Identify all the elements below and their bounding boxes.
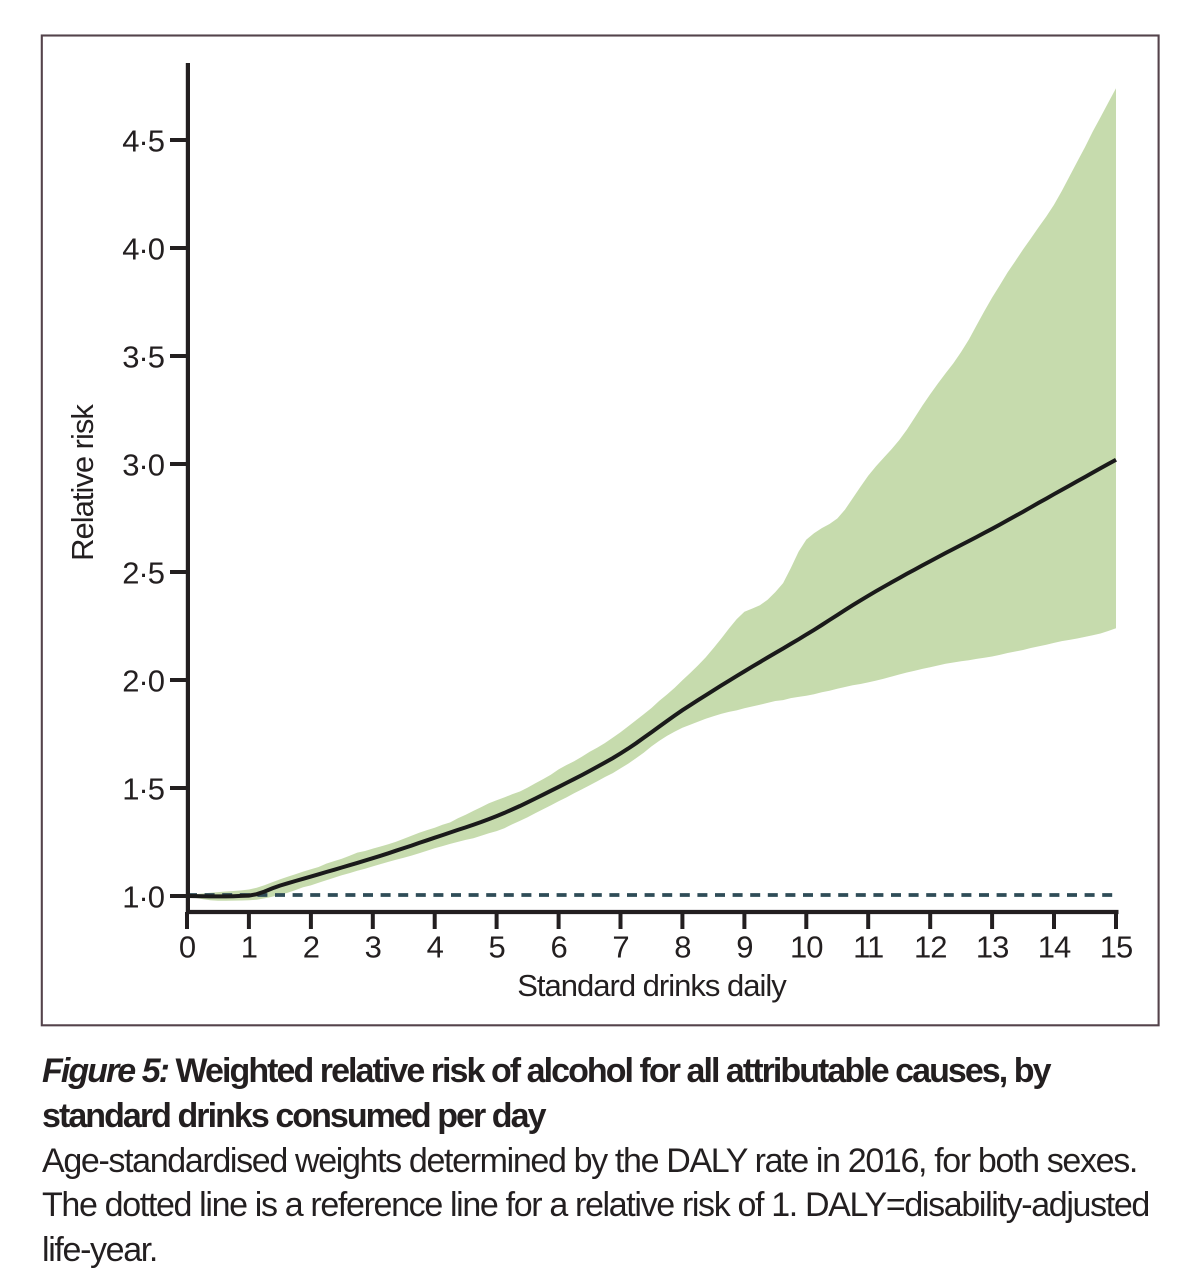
svg-text:Relative risk: Relative risk [65, 404, 100, 561]
svg-text:15: 15 [1100, 930, 1132, 965]
svg-text:5: 5 [488, 930, 504, 965]
svg-text:2·0: 2·0 [122, 664, 165, 699]
svg-text:14: 14 [1038, 930, 1071, 965]
svg-text:6: 6 [550, 930, 566, 965]
svg-text:8: 8 [674, 930, 690, 965]
svg-text:1: 1 [241, 930, 257, 965]
svg-text:0: 0 [179, 930, 196, 965]
svg-text:1·0: 1·0 [122, 880, 165, 915]
svg-text:7: 7 [612, 930, 628, 965]
svg-text:4·5: 4·5 [122, 124, 164, 159]
svg-text:3·0: 3·0 [122, 448, 165, 483]
svg-text:3: 3 [365, 930, 381, 965]
svg-text:3·5: 3·5 [122, 340, 164, 375]
svg-text:2·5: 2·5 [122, 556, 164, 591]
svg-text:12: 12 [914, 930, 946, 965]
svg-text:4: 4 [427, 930, 444, 965]
svg-text:2: 2 [303, 930, 319, 965]
svg-text:4·0: 4·0 [122, 232, 165, 267]
svg-text:11: 11 [853, 930, 883, 965]
svg-text:10: 10 [790, 930, 823, 965]
svg-text:13: 13 [976, 930, 1008, 965]
svg-text:1·5: 1·5 [122, 772, 164, 807]
svg-text:Standard drinks daily: Standard drinks daily [517, 968, 787, 1003]
svg-text:9: 9 [736, 930, 752, 965]
